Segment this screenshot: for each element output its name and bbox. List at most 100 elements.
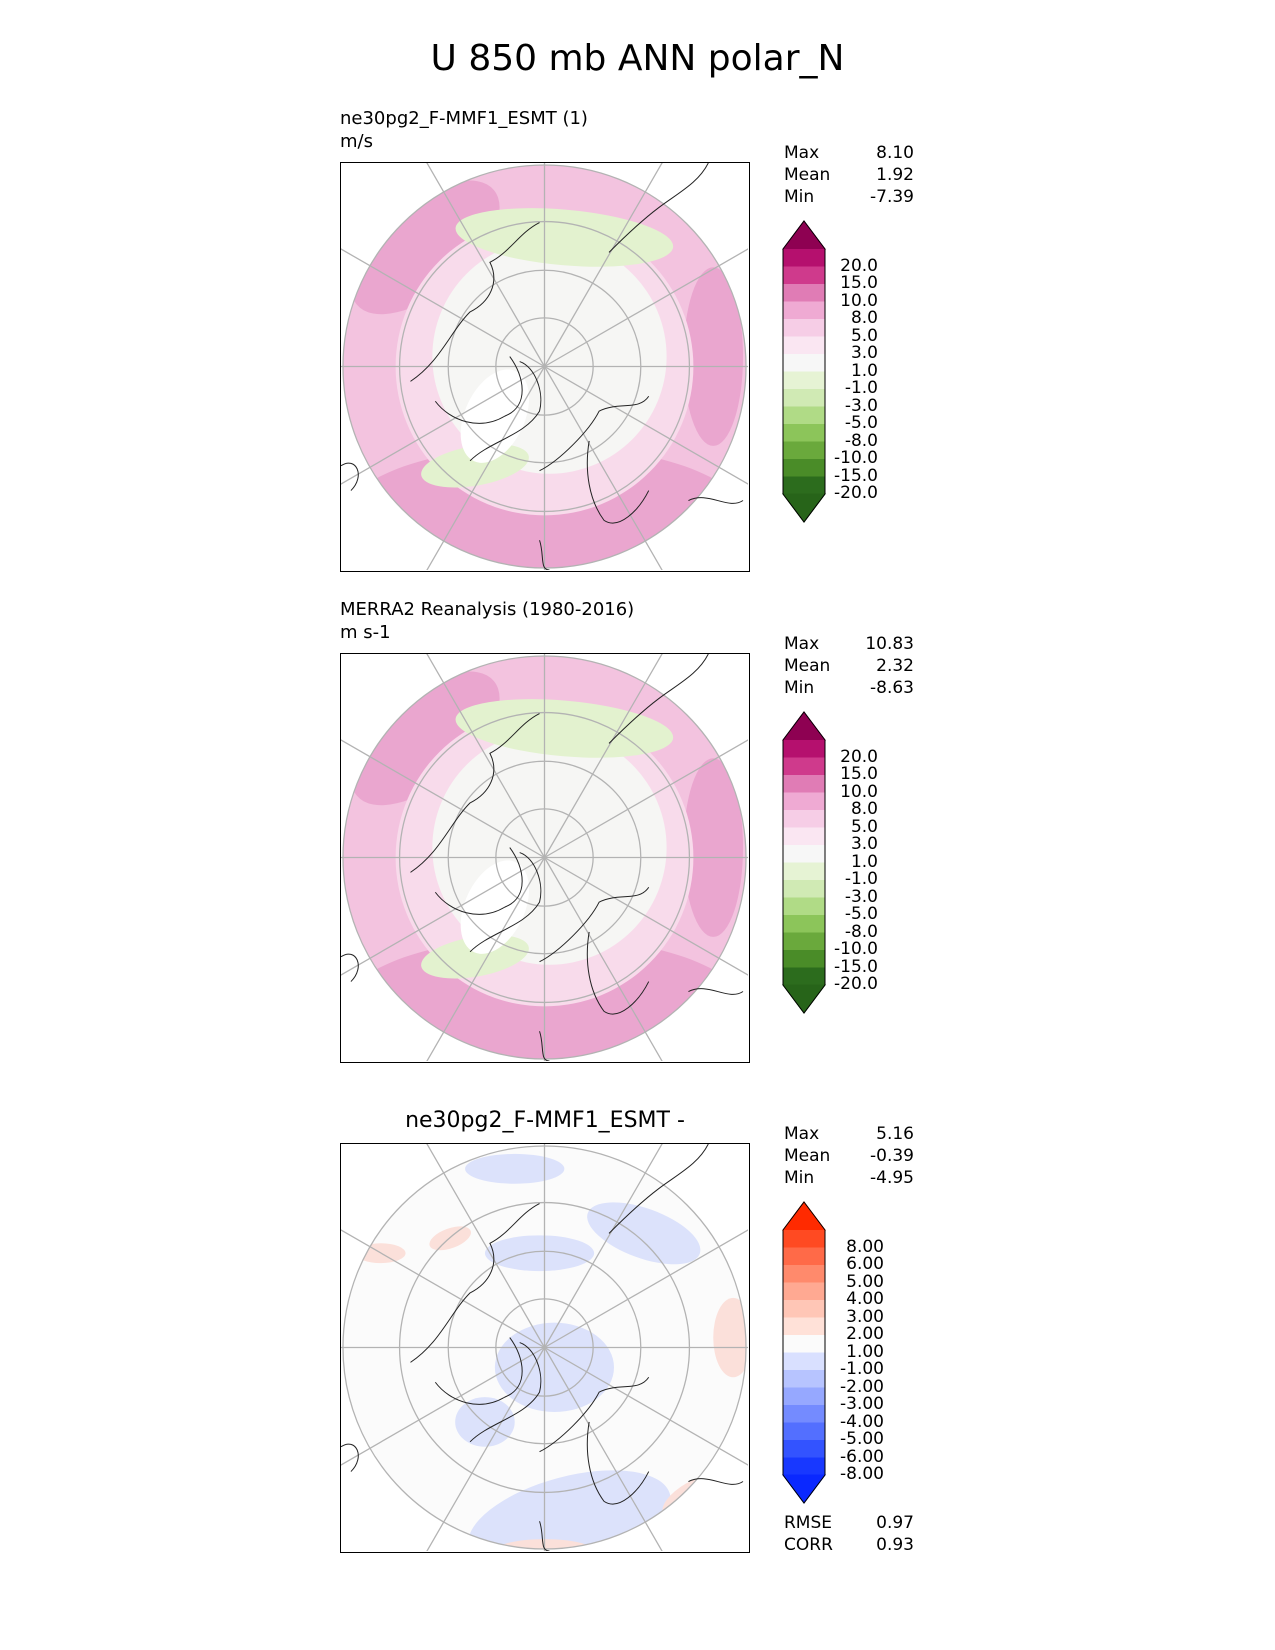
colorbar-tick-label: 8.00	[846, 1236, 884, 1257]
meridian-line	[544, 856, 748, 976]
metric-label: CORR	[784, 1535, 833, 1555]
figure-title: U 850 mb ANN polar_N	[430, 38, 845, 79]
colorbar-bin	[783, 1282, 825, 1301]
panel-1-colorbar	[782, 220, 826, 527]
colorbar-bin	[783, 792, 825, 811]
stat-label: Min	[784, 678, 815, 698]
colorbar-bin	[783, 1457, 825, 1476]
colorbar-bin	[783, 862, 825, 881]
coastline	[539, 1521, 550, 1551]
colorbar-bin	[783, 406, 825, 425]
field-greenland	[460, 369, 530, 463]
coastline	[539, 540, 550, 570]
panel-3-title: ne30pg2_F-MMF1_ESMT -	[405, 1108, 685, 1133]
meridian-line	[341, 1229, 545, 1349]
colorbar-tick-label: -8.0	[844, 430, 878, 451]
colorbar-bin	[783, 845, 825, 864]
coastline	[469, 1342, 542, 1443]
coastline	[539, 1376, 650, 1453]
colorbar-bin	[783, 336, 825, 355]
coastline	[688, 988, 744, 995]
colorbar-outline	[782, 711, 826, 1014]
colorbar-bin	[783, 266, 825, 285]
field-negative	[465, 1153, 565, 1184]
stat-label: Max	[784, 634, 820, 654]
colorbar-tick-label: -20.0	[834, 974, 878, 994]
coastline	[469, 361, 542, 462]
coastline	[586, 931, 650, 1015]
coastline	[434, 1337, 523, 1405]
colorbar-bin	[783, 249, 825, 268]
field-positive	[429, 1226, 471, 1251]
colorbar-outline	[782, 1201, 826, 1504]
panel-3-map	[340, 1143, 750, 1553]
coastline	[688, 1478, 744, 1485]
colorbar-tick-label: 5.00	[846, 1271, 884, 1292]
field-positive	[494, 1539, 595, 1550]
meridian-line	[341, 248, 545, 368]
colorbar-bin	[783, 1230, 825, 1249]
colorbar-tick-label: -1.0	[844, 378, 878, 398]
stat-label: Mean	[784, 1146, 831, 1166]
colorbar-bin	[783, 441, 825, 460]
colorbar-tick-label: -8.0	[844, 921, 878, 942]
field-negative	[587, 1202, 701, 1265]
meridian-line	[544, 739, 748, 859]
coastline	[469, 852, 542, 953]
panel-2-map	[340, 653, 750, 1063]
coastline	[608, 1144, 709, 1234]
colorbar-tick-label: -2.00	[840, 1376, 884, 1397]
colorbar-tick-label: -10.0	[834, 448, 878, 468]
meridian-line	[426, 1144, 546, 1348]
colorbar-tick-label: 1.0	[850, 851, 878, 872]
meridian-line	[543, 366, 663, 570]
colorbar-tick-label: -3.0	[844, 886, 878, 907]
metric-value: 0.97	[876, 1513, 914, 1533]
colorbar-tick-label: 4.00	[846, 1289, 884, 1309]
coastline	[410, 222, 540, 382]
colorbar-tick-label: 10.0	[840, 781, 878, 802]
colorbar-tick-label: 2.00	[846, 1324, 884, 1344]
colorbar-tick-label: -1.00	[840, 1359, 884, 1379]
field-greenland	[460, 860, 530, 954]
meridian-line	[544, 248, 748, 368]
colorbar-bin	[783, 1317, 825, 1336]
stat-value: -4.95	[870, 1168, 914, 1188]
colorbar-extend-max	[782, 220, 826, 250]
colorbar-tick-label: -6.00	[840, 1446, 884, 1467]
panel-2-title: MERRA2 Reanalysis (1980-2016)	[340, 599, 635, 620]
polar-map-svg	[341, 654, 748, 1061]
panel-1-title: ne30pg2_F-MMF1_ESMT (1)	[340, 108, 588, 129]
colorbar-bin	[783, 1405, 825, 1424]
meridian-line	[426, 366, 546, 570]
colorbar-bin	[783, 1352, 825, 1371]
colorbar-bin	[783, 284, 825, 303]
meridian-line	[341, 739, 545, 859]
colorbar-outline	[782, 220, 826, 523]
panel-1-stats: Max 8.10 Mean 1.92 Min -7.39	[784, 142, 914, 208]
coastline	[688, 497, 744, 504]
field-easterly	[455, 208, 674, 267]
colorbar-svg	[782, 1201, 826, 1504]
colorbar-bin	[783, 354, 825, 373]
colorbar-tick-label: -10.0	[834, 939, 878, 959]
colorbar-tick-label: 15.0	[840, 764, 878, 784]
colorbar-extend-min	[782, 1474, 826, 1504]
field-jet-max	[683, 267, 744, 446]
stat-value: 5.16	[876, 1124, 914, 1144]
stat-value: 2.32	[876, 656, 914, 676]
stat-value: -8.63	[870, 678, 914, 698]
stat-label: Max	[784, 1124, 820, 1144]
coastline	[608, 163, 709, 253]
meridian-line	[543, 163, 663, 367]
colorbar-bin	[783, 389, 825, 408]
stat-value: 1.92	[876, 165, 914, 185]
colorbar-bin	[783, 757, 825, 776]
meridian-line	[426, 163, 546, 367]
meridian-line	[341, 1346, 545, 1466]
colorbar-bin	[783, 932, 825, 951]
colorbar-tick-label: -1.0	[844, 869, 878, 889]
colorbar-tick-label: 3.0	[850, 343, 878, 363]
colorbar-extend-max	[782, 1201, 826, 1231]
meridian-line	[341, 856, 545, 976]
